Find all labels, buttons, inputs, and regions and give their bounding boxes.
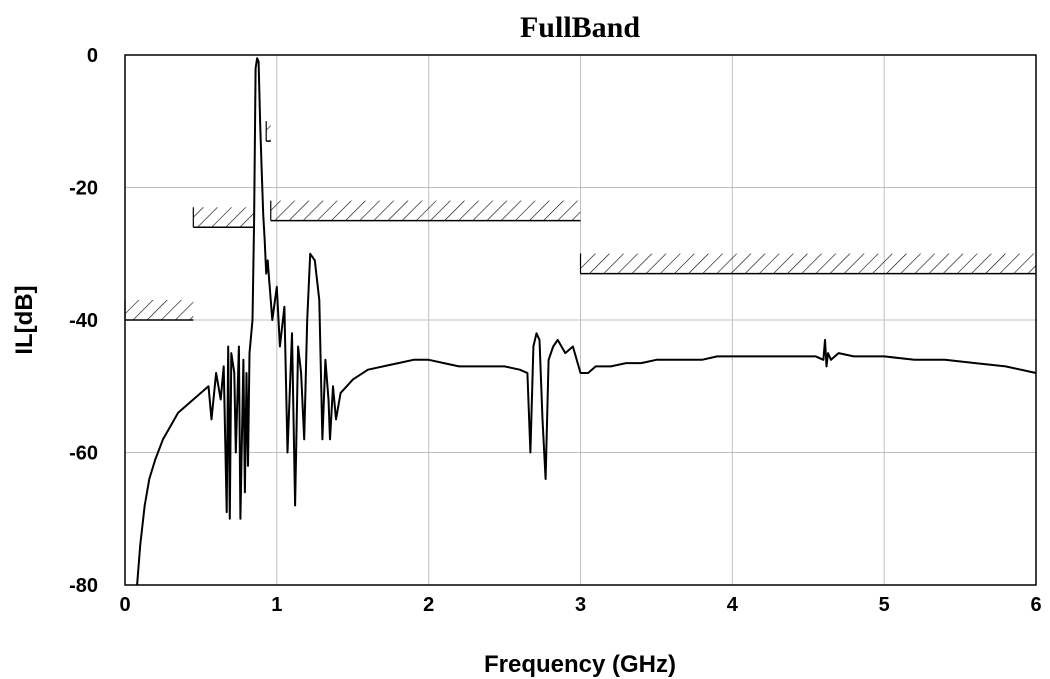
y-tick-label: -80 bbox=[69, 575, 98, 597]
y-tick-label: -60 bbox=[69, 443, 98, 465]
limit-mask-hatch bbox=[580, 253, 1036, 274]
x-tick-label: 2 bbox=[423, 594, 434, 616]
series-line-0 bbox=[136, 57, 1037, 586]
limit-mask-hatch bbox=[193, 207, 255, 228]
limit-mask-hatch bbox=[270, 200, 581, 221]
grid bbox=[125, 55, 1036, 585]
chart-title: FullBand bbox=[520, 11, 640, 44]
y-tick-label: -40 bbox=[69, 310, 98, 332]
x-axis-title: Frequency (GHz) bbox=[484, 651, 676, 678]
series-layer bbox=[136, 57, 1037, 586]
y-tick-label: 0 bbox=[87, 45, 98, 67]
limit-mask-hatch bbox=[266, 121, 271, 142]
y-tick-labels: 0 -20 -40 -60 -80 bbox=[69, 45, 98, 597]
y-axis-title: IL[dB] bbox=[11, 285, 38, 354]
x-tick-label: 0 bbox=[119, 594, 130, 616]
x-tick-label: 4 bbox=[727, 594, 739, 616]
x-tick-labels: 0 1 2 3 4 5 6 bbox=[119, 594, 1041, 616]
x-tick-label: 1 bbox=[271, 594, 282, 616]
y-tick-label: -20 bbox=[69, 178, 98, 200]
x-tick-label: 5 bbox=[879, 594, 890, 616]
x-tick-label: 3 bbox=[575, 594, 586, 616]
x-tick-label: 6 bbox=[1030, 594, 1041, 616]
limit-masks bbox=[124, 121, 1036, 321]
limit-mask-hatch bbox=[125, 300, 194, 320]
plot-frame bbox=[124, 54, 1037, 586]
